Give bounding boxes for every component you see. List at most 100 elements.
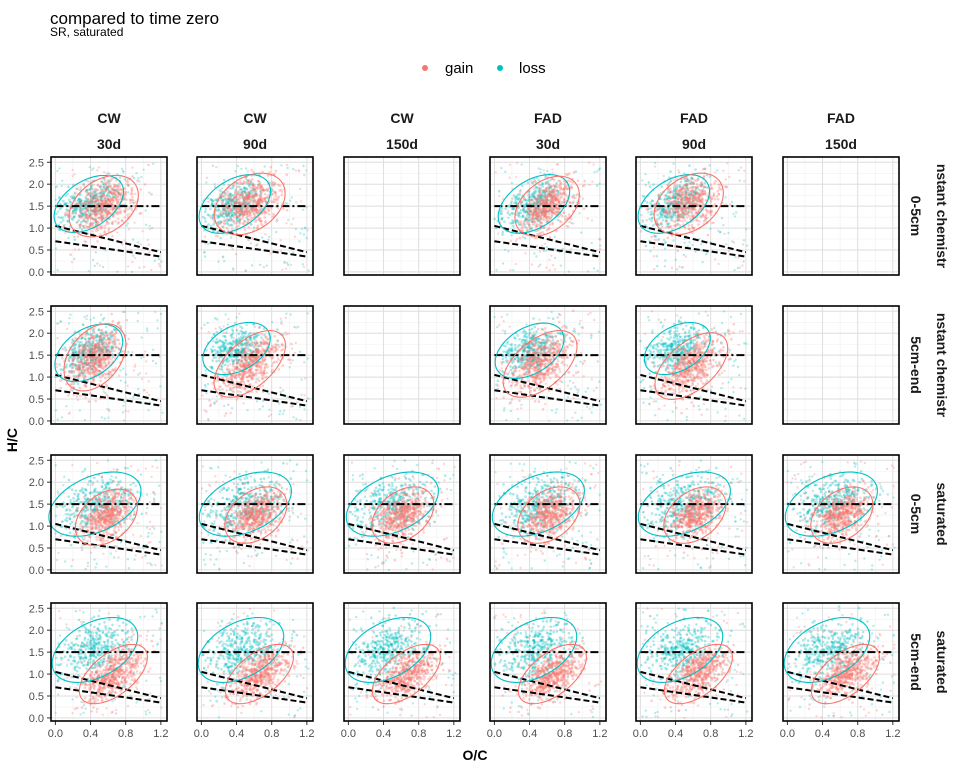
data-point: [83, 337, 87, 340]
data-point: [127, 180, 130, 184]
data-point: [96, 240, 99, 243]
data-point: [114, 189, 118, 193]
data-point: [94, 251, 98, 254]
data-point: [132, 369, 136, 372]
data-point: [122, 419, 126, 422]
data-point: [275, 230, 278, 234]
data-point: [515, 161, 519, 165]
data-point: [104, 216, 108, 219]
data-point: [124, 191, 128, 194]
data-point: [676, 223, 679, 226]
data-point: [696, 178, 700, 181]
data-point: [541, 231, 544, 234]
data-point: [708, 164, 711, 167]
data-point: [285, 173, 289, 176]
data-point: [85, 366, 88, 370]
data-point: [583, 184, 586, 187]
data-point: [530, 216, 533, 219]
data-point: [158, 265, 161, 268]
data-point: [667, 188, 670, 191]
data-point: [91, 230, 94, 233]
data-point: [132, 254, 135, 257]
data-point: [713, 258, 717, 261]
data-point: [520, 201, 523, 205]
data-point: [130, 207, 133, 210]
data-point: [727, 250, 731, 253]
data-point: [263, 165, 266, 168]
data-point: [85, 314, 89, 317]
data-point: [586, 270, 590, 273]
data-point: [68, 317, 71, 320]
x-tick-label: 1.2: [153, 728, 168, 740]
data-point: [247, 198, 250, 202]
data-point: [539, 199, 542, 203]
data-point: [514, 196, 517, 199]
data-point: [119, 211, 123, 214]
data-point: [305, 206, 308, 209]
data-point: [664, 219, 668, 223]
data-point: [539, 263, 542, 266]
data-point: [66, 220, 70, 223]
data-point: [100, 194, 103, 198]
data-point: [290, 223, 293, 226]
data-point: [500, 217, 504, 221]
data-point: [98, 216, 101, 220]
data-point: [54, 409, 58, 412]
data-point: [86, 191, 90, 195]
data-point: [136, 179, 139, 182]
data-point: [133, 365, 136, 368]
data-point: [292, 251, 295, 254]
data-point: [68, 225, 72, 228]
data-point: [64, 194, 68, 198]
data-point: [64, 231, 67, 235]
data-point: [524, 209, 527, 213]
data-point: [107, 408, 111, 411]
data-point: [697, 223, 700, 226]
data-point: [201, 215, 205, 219]
data-point: [251, 201, 255, 205]
data-point: [695, 219, 698, 222]
data-point: [84, 197, 88, 200]
data-point: [143, 353, 146, 356]
data-point: [108, 180, 112, 183]
facet-panel: [635, 156, 753, 276]
data-point: [538, 188, 542, 191]
data-point: [737, 169, 740, 172]
data-point: [538, 194, 541, 197]
data-point: [734, 204, 737, 208]
data-point: [71, 218, 75, 221]
data-point: [80, 199, 83, 202]
column-facet-label: 30d: [97, 136, 121, 152]
data-point: [80, 201, 83, 204]
y-tick-label: 0.5: [29, 245, 44, 257]
data-point: [510, 181, 514, 185]
data-point: [68, 198, 71, 202]
data-point: [262, 189, 266, 192]
data-point: [120, 167, 124, 170]
data-point: [85, 200, 89, 204]
data-point: [118, 324, 122, 328]
data-point: [144, 360, 148, 363]
data-point: [545, 249, 548, 252]
data-point: [89, 217, 93, 220]
data-point: [63, 203, 66, 206]
data-point: [497, 232, 500, 235]
data-point: [553, 196, 556, 199]
data-point: [84, 203, 88, 206]
data-point: [77, 219, 80, 222]
data-point: [78, 226, 82, 229]
data-point: [104, 330, 108, 333]
data-point: [78, 214, 81, 217]
data-point: [548, 258, 551, 261]
data-point: [81, 224, 85, 228]
data-point: [235, 222, 238, 225]
data-point: [537, 214, 540, 218]
data-point: [257, 183, 261, 186]
data-point: [103, 230, 107, 233]
data-point: [302, 164, 305, 168]
data-point: [586, 217, 589, 220]
data-point: [136, 319, 139, 323]
data-point: [302, 208, 305, 211]
data-point: [111, 191, 115, 195]
data-point: [495, 269, 498, 272]
